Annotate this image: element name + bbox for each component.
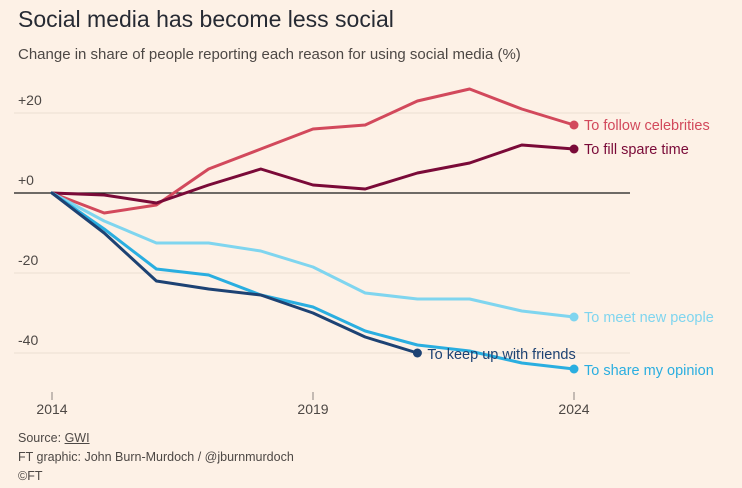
source-line: Source: GWI — [18, 431, 90, 445]
series-end-marker — [569, 120, 579, 130]
axis-ticks: +20 +0 -20 -40 2014 2019 2024 — [18, 92, 590, 417]
series-line — [50, 87, 576, 215]
series-lines — [50, 87, 579, 374]
chart-subtitle: Change in share of people reporting each… — [18, 46, 521, 63]
x-tick-label: 2024 — [558, 401, 589, 417]
series-label: To fill spare time — [584, 142, 689, 158]
source-link[interactable]: GWI — [64, 431, 90, 445]
series-label: To follow celebrities — [584, 118, 710, 134]
y-tick-label: -40 — [18, 332, 38, 348]
series-line — [50, 143, 576, 205]
series-end-marker — [569, 312, 579, 322]
series-label: To keep up with friends — [427, 347, 575, 363]
y-tick-label: +20 — [18, 92, 42, 108]
copyright: ©FT — [18, 469, 43, 483]
y-tick-label: +0 — [18, 172, 34, 188]
series-end-marker — [412, 348, 422, 358]
series-label: To meet new people — [584, 310, 714, 326]
series-line — [50, 191, 419, 355]
source-prefix: Source: — [18, 431, 65, 445]
chart-title: Social media has become less social — [18, 6, 394, 32]
series-end-marker — [569, 144, 579, 154]
series-labels: To follow celebrities To fill spare time T… — [427, 118, 713, 379]
graphic-credit: FT graphic: John Burn-Murdoch / @jburnmu… — [18, 450, 294, 464]
series-end-marker — [569, 364, 579, 374]
x-tick-label: 2019 — [297, 401, 328, 417]
series-label: To share my opinion — [584, 363, 714, 379]
series-line — [50, 191, 576, 371]
x-tick-label: 2014 — [36, 401, 67, 417]
y-tick-label: -20 — [18, 252, 38, 268]
gridlines — [14, 112, 630, 400]
series-line — [50, 191, 576, 319]
